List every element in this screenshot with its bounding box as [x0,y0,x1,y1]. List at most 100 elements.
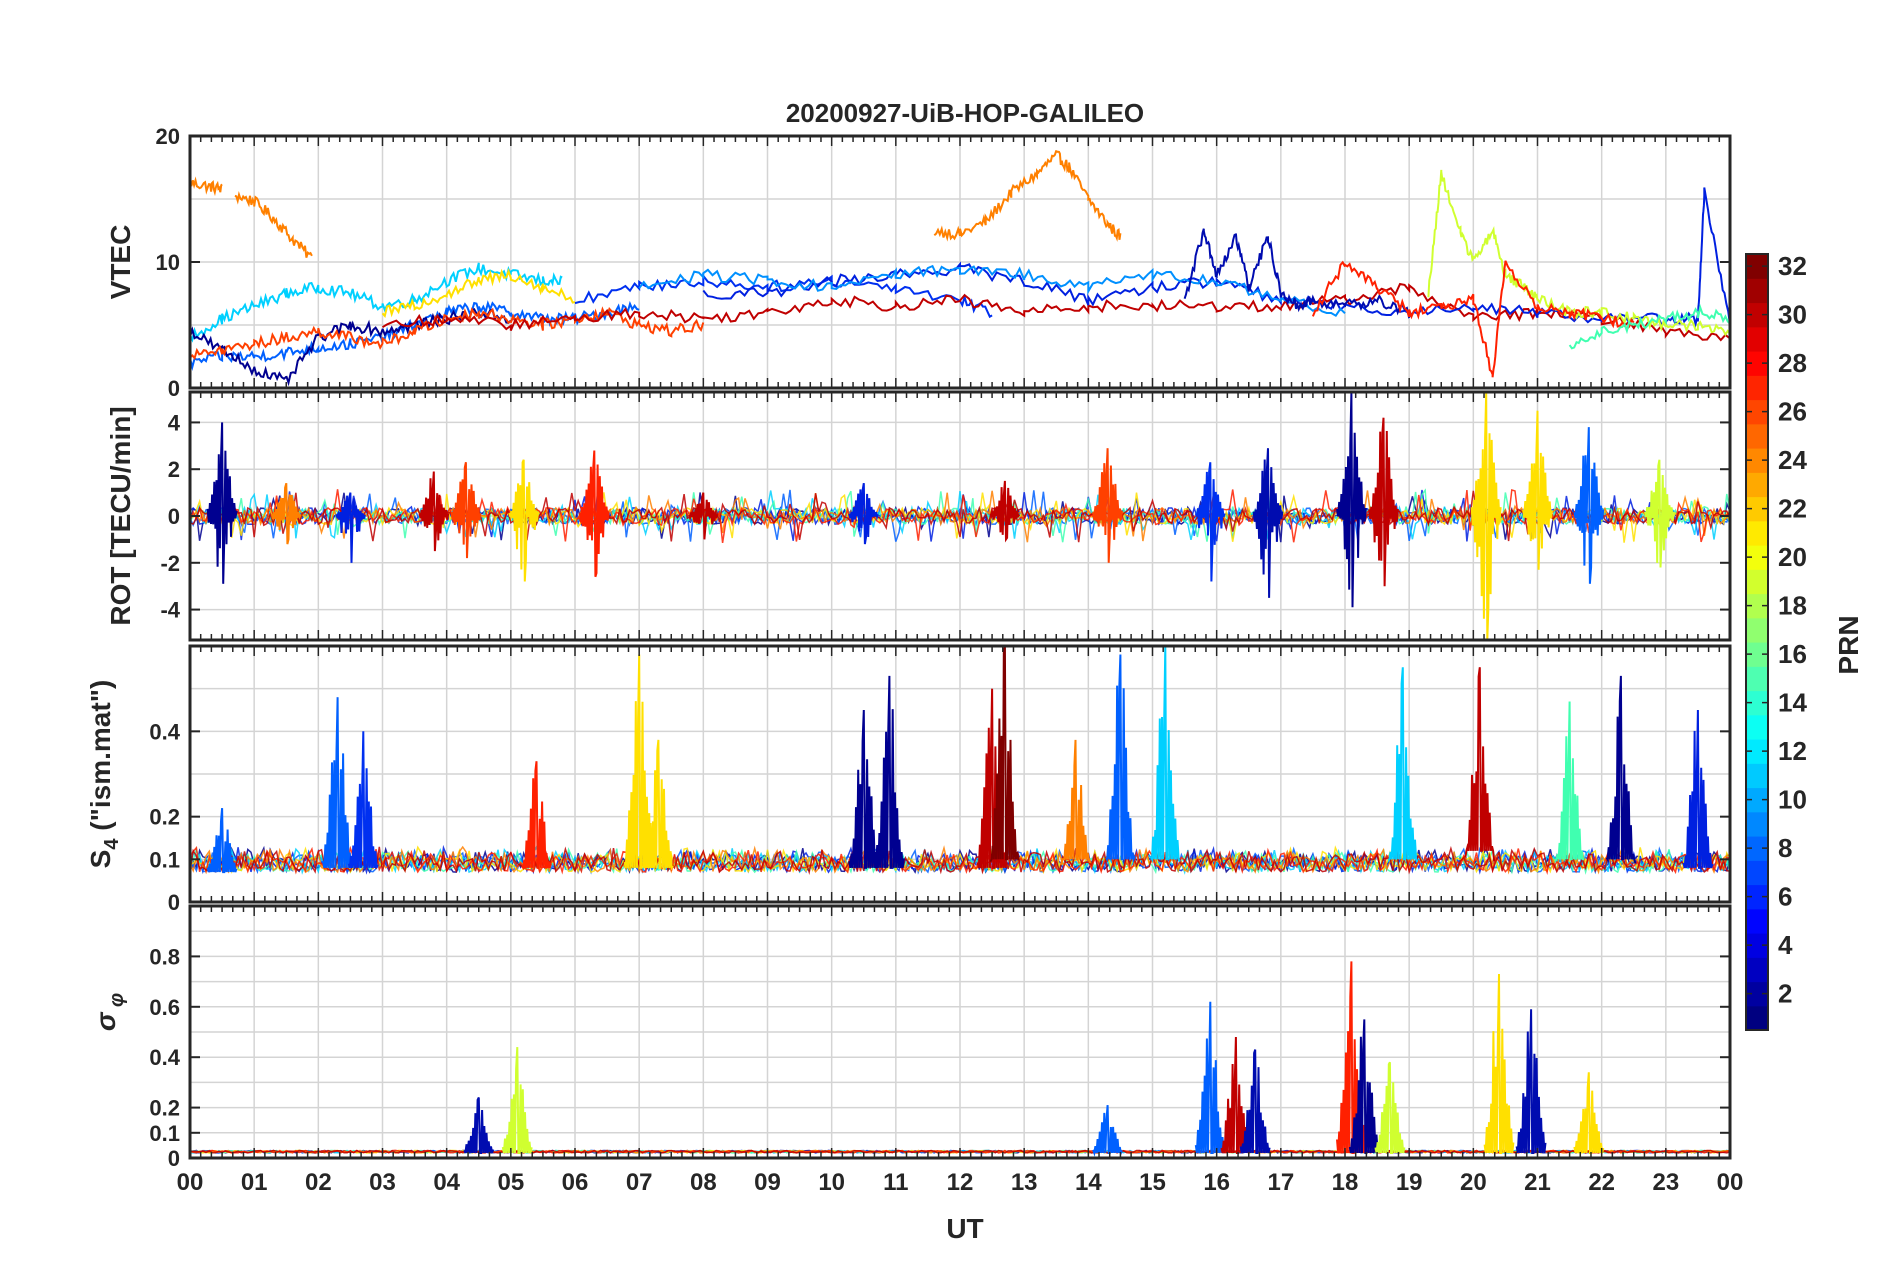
spike-S4-13 [1387,667,1419,863]
vtec-series-prn-28-13 [1311,260,1635,378]
spike-ROT-1 [270,482,302,545]
panel-S4: 0 0.1 0.2 0.4 S4 ("ism.mat") [85,644,1732,915]
colorbar-tick-label: 30 [1778,300,1807,330]
x-tick-label: 16 [1203,1169,1230,1196]
panel-VTEC: 0 10 20 VTEC [105,124,1732,401]
spike-S4-6 [848,709,880,869]
colorbar-swatch [1746,472,1768,498]
spike-S4-5 [643,739,674,872]
spike-S4-1 [322,697,353,869]
vtec-series-prn-3-11 [1183,228,1411,319]
spike-sigma_phi-0 [463,1097,495,1154]
y-tick-label: 0 [168,1146,180,1171]
x-tick-label: 11 [883,1169,908,1196]
x-tick-label: 14 [1075,1169,1102,1196]
colorbar-swatch [1746,569,1768,595]
spike-ROT-17 [1573,427,1605,584]
colorbar-swatch [1746,666,1768,692]
y-axis-label: S4 ("ism.mat") [85,680,123,869]
spike-ROT-18 [1644,459,1675,568]
spike-S4-7 [874,675,905,869]
series-group [189,645,1731,876]
colorbar-tick-label: 32 [1778,251,1807,281]
spike-sigma_phi-7 [1348,1019,1380,1154]
vtec-series-prn-30-8 [381,282,1731,342]
x-tick-label: 09 [754,1169,781,1196]
vtec-series-prn-20-6 [381,268,576,318]
vtec-series-prn-19-12 [1427,169,1731,337]
x-axis-label: UT [946,1213,983,1244]
y-tick-label: -2 [160,551,180,576]
spike-S4-16 [1605,675,1637,864]
spike-sigma_phi-3 [1194,1001,1226,1154]
x-tick-label: 12 [947,1169,974,1196]
colorbar-swatch [1746,860,1768,886]
colorbar-swatch [1746,617,1768,643]
spike-ROT-9 [989,480,1021,543]
colorbar-tick-label: 26 [1778,397,1807,427]
panel-ROT: -4 -2 0 2 4 ROT [TECU/min] [105,390,1732,642]
y-tick-label: 0.1 [149,847,180,872]
x-tick-label: 23 [1652,1169,1679,1196]
colorbar-swatch [1746,884,1768,910]
spike-S4-2 [347,731,379,869]
colorbar-swatch [1746,351,1768,376]
x-tick-label: 13 [1011,1169,1038,1196]
x-tick-label: 00 [1717,1169,1744,1196]
colorbar-swatch [1746,690,1768,716]
colorbar-tick-label: 14 [1778,688,1807,718]
y-tick-label: 0.2 [149,1096,180,1121]
spike-sigma_phi-9 [1483,973,1515,1154]
y-tick-label: 0.6 [149,995,180,1020]
colorbar-tick-label: 12 [1778,736,1807,766]
colorbar-swatch [1746,375,1768,401]
colorbar-swatch [1746,302,1768,328]
colorbar-swatch [1746,787,1768,813]
colorbar-tick-label: 8 [1778,833,1792,863]
x-tick-label: 22 [1588,1169,1615,1196]
x-tick-label: 10 [818,1169,845,1196]
colorbar-tick-label: 24 [1778,445,1807,475]
spike-ROT-10 [1092,448,1123,563]
y-tick-label: 10 [156,250,180,275]
colorbar-tick-label: 22 [1778,494,1807,524]
colorbar-swatch [1746,836,1768,861]
vtec-series-prn-10-10 [638,264,1346,318]
colorbar-tick-label: 10 [1778,785,1807,815]
colorbar-swatch [1746,981,1768,1007]
colorbar-swatch [1746,908,1768,934]
spike-ROT-16 [1522,410,1553,570]
x-tick-label: 06 [562,1169,589,1196]
y-tick-label: 20 [156,124,180,149]
colorbar-swatch [1746,811,1768,837]
y-axis-label: VTEC [105,225,136,300]
y-tick-label: 0.1 [149,1121,180,1146]
colorbar-swatch [1746,278,1768,304]
spike-ROT-5 [508,459,540,582]
y-tick-label: 0.4 [149,1045,180,1070]
spike-ROT-7 [687,492,719,540]
spike-ROT-2 [335,492,366,563]
y-tick-label: 2 [168,457,180,482]
x-tick-label: 02 [305,1169,332,1196]
x-tick-label: 15 [1139,1169,1166,1196]
y-tick-label: -4 [160,598,180,623]
x-tick-label: 07 [626,1169,653,1196]
vtec-series-prn-15-14 [1568,303,1731,350]
x-tick-label: 03 [369,1169,396,1196]
colorbar-swatch [1746,399,1768,425]
x-tick-label: 01 [241,1169,268,1196]
x-tick-label: 05 [497,1169,524,1196]
colorbar-tick-label: 28 [1778,348,1807,378]
spike-ROT-0 [206,422,238,584]
spike-ROT-12 [1252,448,1284,598]
spike-S4-14 [1464,667,1496,862]
colorbar-frame [1745,253,1769,1031]
colorbar-tick-label: 2 [1778,979,1792,1009]
colorbar-tick-label: 16 [1778,639,1807,669]
x-tick-label: 00 [177,1169,204,1196]
x-tick-label: 19 [1396,1169,1423,1196]
colorbar-tick-label: 6 [1778,882,1792,912]
